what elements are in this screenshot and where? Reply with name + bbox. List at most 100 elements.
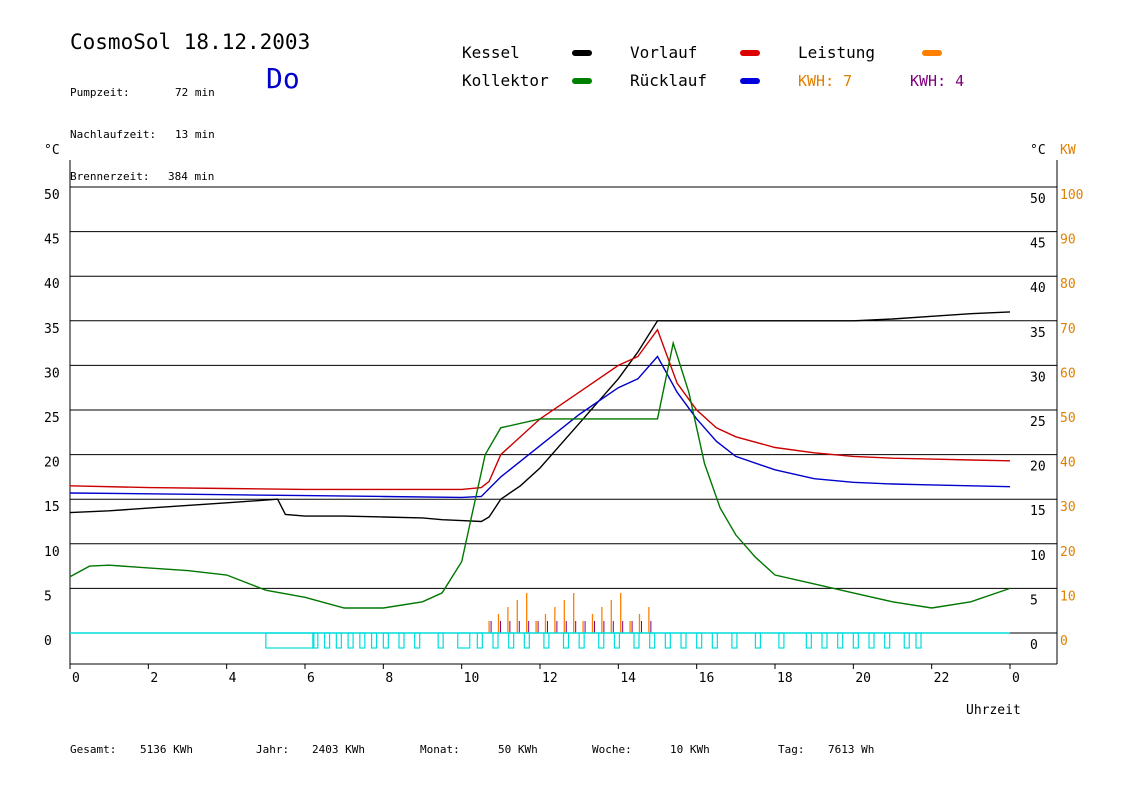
series-line-kollektor	[69, 340, 1011, 609]
legend-vorlauf-swatch	[740, 50, 760, 56]
y-tick-right-5: 5	[1030, 593, 1038, 608]
legend-leistung-label: Leistung	[798, 43, 876, 62]
pump-marker	[508, 632, 515, 649]
pump-marker	[359, 632, 366, 649]
y2-tick-10: 10	[1060, 589, 1076, 604]
footer-jahr-value: 2403 KWh	[312, 743, 365, 756]
chart-title: CosmoSol 18.12.2003	[70, 30, 311, 54]
footer-monat-value: 50 KWh	[498, 743, 538, 756]
pump-marker	[523, 632, 530, 649]
y2-tick-60: 60	[1060, 366, 1076, 381]
pump-marker	[821, 632, 828, 649]
y-tick-right-50: 50	[1030, 192, 1046, 207]
footer-tag-value: 7613 Wh	[828, 743, 875, 756]
footer-woche-label: Woche:	[592, 743, 632, 756]
pump-marker	[711, 632, 718, 649]
y-tick-left-35: 35	[44, 322, 60, 337]
footer-tag-label: Tag:	[778, 743, 805, 756]
legend-kollektor-swatch	[572, 78, 592, 84]
pump-markers	[70, 632, 1010, 649]
y-tick-right-45: 45	[1030, 237, 1046, 252]
y-tick-right-40: 40	[1030, 281, 1046, 296]
x-tick-3: 6	[307, 671, 315, 686]
pump-marker	[696, 632, 703, 649]
x-tick-6: 12	[542, 671, 558, 686]
y2-tick-0: 0	[1060, 634, 1068, 649]
y-axis-label-right-kw: KW	[1060, 143, 1076, 158]
y-tick-right-25: 25	[1030, 415, 1046, 430]
pump-marker	[754, 632, 762, 649]
pump-marker	[437, 632, 444, 649]
kwh-value-1: KWH: 7	[798, 72, 853, 90]
brennerzeit-label: Brennerzeit:	[70, 170, 150, 183]
x-axis-label: Uhrzeit	[966, 703, 1021, 718]
y2-tick-50: 50	[1060, 411, 1076, 426]
pump-marker	[370, 632, 378, 649]
y2-tick-80: 80	[1060, 277, 1076, 292]
y-tick-left-40: 40	[44, 277, 60, 292]
footer-monat-label: Monat:	[420, 743, 460, 756]
pump-marker	[680, 632, 687, 649]
series-lines	[69, 311, 1011, 609]
x-tick-11: 22	[934, 671, 950, 686]
x-tick-4: 8	[385, 671, 393, 686]
pump-marker	[598, 632, 605, 649]
y-tick-left-25: 25	[44, 411, 60, 426]
pump-marker	[664, 632, 671, 649]
y-tick-left-30: 30	[44, 366, 60, 381]
y-tick-left-20: 20	[44, 456, 60, 471]
y-tick-left-50: 50	[44, 188, 60, 203]
y-axis-label-right-temp: °C	[1030, 143, 1046, 158]
series-line-vorlauf	[69, 328, 1011, 491]
pump-marker	[915, 632, 922, 649]
legend-vorlauf-label: Vorlauf	[630, 43, 698, 62]
footer-gesamt-label: Gesamt:	[70, 743, 117, 756]
y2-tick-100: 100	[1060, 188, 1083, 203]
legend-ruecklauf-label: Rücklauf	[630, 71, 708, 90]
y-tick-left-45: 45	[44, 233, 60, 248]
pump-marker	[562, 632, 570, 649]
y-tick-right-20: 20	[1030, 460, 1046, 475]
nachlaufzeit-label: Nachlaufzeit:	[70, 128, 157, 141]
x-tick-8: 16	[699, 671, 715, 686]
y2-tick-30: 30	[1060, 500, 1076, 515]
y-tick-left-5: 5	[44, 589, 52, 604]
y2-tick-40: 40	[1060, 456, 1076, 471]
legend-kessel-label: Kessel	[462, 43, 520, 62]
legend-kessel-swatch	[572, 50, 592, 56]
pump-marker	[778, 632, 785, 649]
info-block: Pumpzeit: 72 min Nachlaufzeit: 13 min Bren…	[70, 58, 215, 198]
pump-marker	[335, 632, 342, 649]
legend-leistung-swatch	[922, 50, 942, 56]
pump-marker	[457, 632, 471, 649]
y-tick-right-0: 0	[1030, 638, 1038, 653]
y-tick-left-10: 10	[44, 545, 60, 560]
y2-tick-70: 70	[1060, 322, 1076, 337]
pumpzeit-value: 72 min	[175, 86, 215, 99]
nachlaufzeit-value: 13 min	[175, 128, 215, 141]
pump-marker	[837, 632, 844, 649]
series-line-rcklauf	[69, 355, 1011, 499]
pump-marker	[265, 632, 315, 649]
y-tick-right-15: 15	[1030, 504, 1046, 519]
pump-marker	[805, 632, 812, 649]
footer-gesamt-value: 5136 KWh	[140, 743, 193, 756]
pump-marker	[382, 632, 389, 649]
y-tick-left-15: 15	[44, 500, 60, 515]
pump-marker	[868, 632, 875, 649]
grid-lines	[70, 186, 1057, 634]
y2-tick-20: 20	[1060, 545, 1076, 560]
pump-marker	[347, 632, 354, 649]
footer-woche-value: 10 KWh	[670, 743, 710, 756]
legend-kollektor-label: Kollektor	[462, 71, 549, 90]
pump-marker	[633, 632, 640, 649]
axes	[69, 160, 1058, 669]
x-tick-1: 2	[150, 671, 158, 686]
pumpzeit-label: Pumpzeit:	[70, 86, 130, 99]
weekday-label: Do	[266, 62, 300, 95]
y-tick-right-10: 10	[1030, 549, 1046, 564]
y2-tick-90: 90	[1060, 233, 1076, 248]
series-line-kessel	[69, 311, 1011, 523]
